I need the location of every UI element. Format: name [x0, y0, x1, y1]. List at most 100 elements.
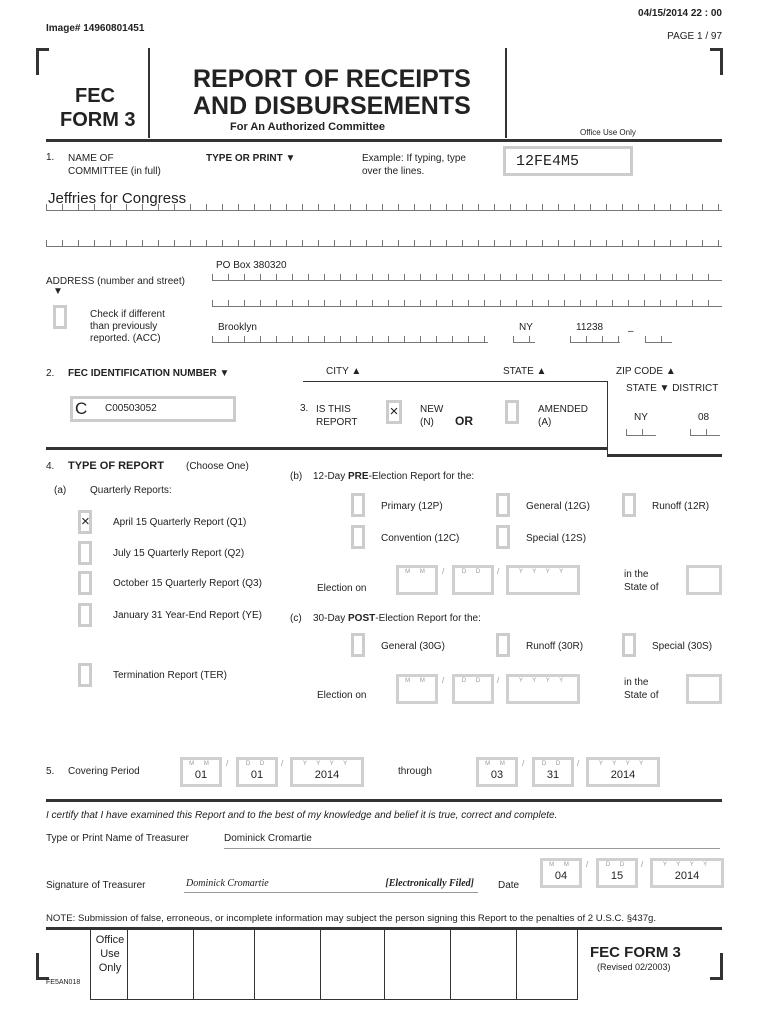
choose-one: (Choose One): [186, 461, 249, 472]
covering-to-year[interactable]: Y Y Y Y 2014: [586, 757, 660, 787]
value: 2014: [314, 769, 340, 781]
office-use-cell-divider: [384, 930, 385, 1000]
amended-checkbox[interactable]: [505, 400, 519, 424]
rule: [607, 454, 722, 457]
pre-election-checkbox[interactable]: [351, 525, 365, 549]
covering-to-month[interactable]: M M 03: [476, 757, 518, 787]
rule: [46, 799, 722, 802]
election-date-month[interactable]: M M: [396, 565, 438, 595]
title-line1: REPORT OF RECEIPTS: [193, 65, 471, 93]
fec-id-value: C00503052: [105, 403, 157, 414]
post-election-checkbox[interactable]: [496, 633, 510, 657]
electronically-filed: [Electronically Filed]: [385, 878, 474, 889]
quarterly-checkbox[interactable]: [78, 603, 92, 627]
pre-election-option-label: Runoff (12R): [652, 501, 710, 512]
election-state-field[interactable]: [686, 674, 722, 704]
label: 12-Day: [313, 471, 349, 482]
district-field[interactable]: [690, 425, 720, 436]
treasurer-name-field[interactable]: Dominick Cromartie: [224, 833, 720, 849]
quarterly-checkbox[interactable]: ×: [78, 510, 92, 534]
label: Use: [100, 948, 120, 960]
pre-election-checkbox[interactable]: [351, 493, 365, 517]
committee-name-label: NAME OF COMMITTEE (in full): [68, 152, 161, 178]
quarterly-checkbox[interactable]: [78, 663, 92, 687]
label: than previously: [90, 321, 158, 332]
quarterly-checkbox[interactable]: [78, 541, 92, 565]
state-field[interactable]: [513, 332, 535, 343]
pre-election-checkbox[interactable]: [622, 493, 636, 517]
committee-name-field[interactable]: [46, 200, 722, 211]
signature-date-year[interactable]: Y Y Y Y 2014: [650, 858, 724, 888]
election-date-day[interactable]: D D: [452, 565, 494, 595]
covering-to-day[interactable]: D D 31: [532, 757, 574, 787]
label: NEW: [420, 404, 444, 415]
through-label: through: [398, 766, 432, 777]
signature-date-month[interactable]: M M 04: [540, 858, 582, 888]
s2-num: 2.: [46, 368, 55, 379]
pre-election-checkbox[interactable]: [496, 493, 510, 517]
election-state-field[interactable]: [686, 565, 722, 595]
quarterly-label: Quarterly Reports:: [90, 485, 172, 496]
office-use-label: Office Use Only: [580, 128, 636, 137]
election-date-month[interactable]: M M: [396, 674, 438, 704]
placeholder: M M: [189, 761, 213, 767]
value: 15: [610, 870, 624, 882]
fec-id-field[interactable]: C C00503052: [70, 396, 236, 422]
placeholder: Y Y Y Y: [518, 569, 568, 575]
placeholder: Y Y Y Y: [518, 678, 568, 684]
district-value[interactable]: 08: [698, 412, 710, 423]
street-field-2[interactable]: [212, 296, 722, 307]
address-changed-checkbox[interactable]: [53, 305, 67, 329]
election-date-year[interactable]: Y Y Y Y: [506, 565, 580, 595]
office-use-grid: [90, 930, 578, 1000]
corner-mark: [710, 48, 723, 75]
covering-from-month[interactable]: M M 01: [180, 757, 222, 787]
state-code-value[interactable]: NY: [634, 412, 648, 423]
quarterly-checkbox[interactable]: [78, 571, 92, 595]
street-field[interactable]: [212, 270, 722, 281]
value: 01: [194, 769, 208, 781]
election-date-day[interactable]: D D: [452, 674, 494, 704]
post-election-checkbox[interactable]: [351, 633, 365, 657]
state-district-label: STATE ▼ DISTRICT: [626, 383, 719, 394]
zip-value[interactable]: 11238: [576, 322, 604, 333]
post-election-checkbox[interactable]: [622, 633, 636, 657]
election-date-year[interactable]: Y Y Y Y: [506, 674, 580, 704]
street-value[interactable]: PO Box 380320: [216, 260, 287, 271]
footer-revised: (Revised 02/2003): [597, 962, 671, 972]
covering-from-day[interactable]: D D 01: [236, 757, 278, 787]
office-use-cell-divider: [516, 930, 517, 1000]
a-label: (a): [54, 485, 67, 496]
label: reported. (ACC): [90, 333, 161, 344]
covering-from-year[interactable]: Y Y Y Y 2014: [290, 757, 364, 787]
state-code-field[interactable]: [626, 425, 656, 436]
pre-election-checkbox[interactable]: [496, 525, 510, 549]
placeholder: D D: [605, 862, 629, 868]
placeholder: M M: [405, 678, 429, 684]
date-separator: /: [497, 567, 500, 576]
state-value[interactable]: NY: [519, 322, 533, 333]
new-label: NEW (N): [420, 403, 443, 429]
address-label: ADDRESS (number and street): [46, 276, 185, 287]
city-value[interactable]: Brooklyn: [218, 322, 257, 333]
placeholder: M M: [549, 862, 573, 868]
zip-field[interactable]: [570, 332, 620, 343]
city-field[interactable]: [212, 332, 488, 343]
s5-num: 5.: [46, 766, 55, 777]
committee-name-field-2[interactable]: [46, 236, 722, 247]
zip4-field[interactable]: [645, 332, 672, 343]
fec-label: FEC FORM 3: [60, 84, 136, 132]
signature-field[interactable]: Dominick Cromartie [Electronically Filed…: [184, 878, 478, 893]
label: Check if different: [90, 309, 165, 320]
divider: [148, 48, 150, 138]
label: Only: [98, 962, 122, 974]
fec-id-prefix: C: [75, 399, 88, 418]
label: -Election Report for the:: [375, 613, 481, 624]
type-of-report-label: TYPE OF REPORT: [68, 460, 164, 472]
in-the-label: in the: [624, 569, 649, 580]
pre-election-label: 12-Day PRE-Election Report for the:: [313, 471, 474, 482]
signature-date-day[interactable]: D D 15: [596, 858, 638, 888]
new-report-checkbox[interactable]: ×: [386, 400, 402, 424]
b-label: (b): [290, 471, 303, 482]
value: 01: [250, 769, 264, 781]
